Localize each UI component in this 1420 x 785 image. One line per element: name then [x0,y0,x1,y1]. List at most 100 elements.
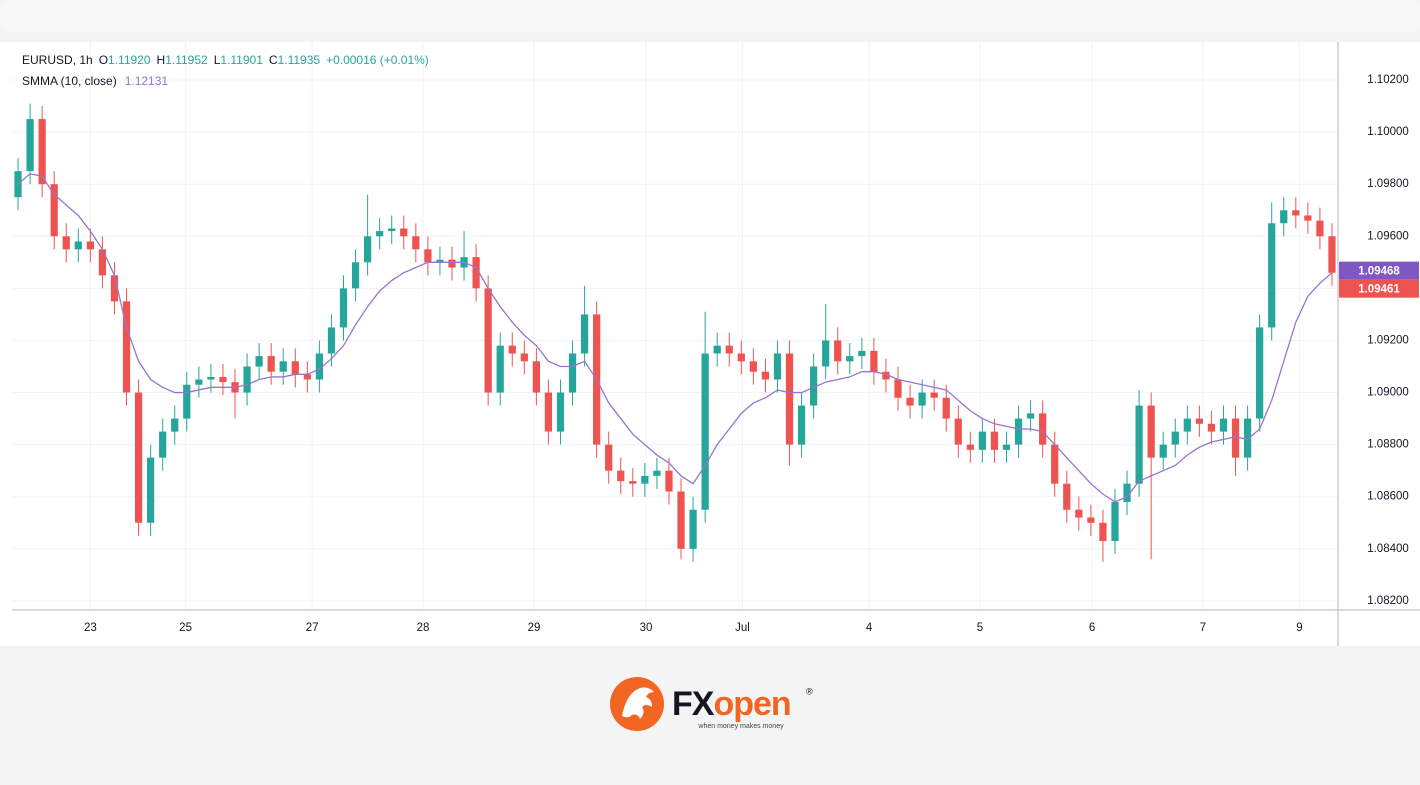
x-tick-label: 7 [1200,622,1206,634]
candle-body [797,405,806,445]
x-tick-label: 9 [1296,622,1302,634]
candle-body [954,418,962,445]
candle-body [122,301,131,393]
candle-body [1207,423,1216,432]
x-tick-label: 6 [1089,622,1095,634]
candle-body [822,340,830,367]
candle-body [1231,418,1240,458]
x-tick-label: 30 [640,622,653,634]
candle-body [134,392,143,523]
top-strip [0,0,1420,32]
ohlc: O1.11920 H1.11952 L1.11901 C1.11935 [99,53,321,67]
candle-body [605,444,613,471]
candle-body [1195,418,1203,424]
candle-body [1051,444,1059,484]
candle-body [255,356,263,367]
ohlc-key: C [269,53,278,67]
candle-body [1087,517,1095,523]
logo-open: open [713,685,790,723]
candle-body [785,353,794,445]
candle-body [339,288,348,328]
candle-body [219,376,227,383]
candle-body [207,376,215,380]
y-tick-label: 1.10200 [1367,74,1409,86]
candle-body [1219,418,1228,432]
candle-body [110,275,119,302]
candle-body [580,314,589,354]
candle-body [870,350,878,372]
candle-body [653,470,661,476]
x-tick-label: 5 [977,622,983,634]
candle-body [1147,405,1155,458]
logo-text: FXopen [672,685,791,723]
y-tick-label: 1.09800 [1367,178,1409,190]
candle-body [327,327,336,354]
y-tick-label: 1.08800 [1367,439,1409,451]
logo-registered: ® [806,686,813,696]
x-tick-label: 23 [84,622,97,634]
candle-body [303,374,311,380]
candle-body [74,241,82,250]
candle-body [930,392,938,398]
candle-body [484,288,492,393]
candle-body [990,431,999,450]
symbol: EURUSD, 1h [22,53,93,67]
candle-body [436,259,444,263]
y-tick-label: 1.08200 [1367,595,1409,607]
y-tick-label: 1.09600 [1367,230,1409,242]
candle-body [1292,210,1300,216]
candle-body [978,431,987,450]
candle-body [424,249,432,263]
indicator-header: SMMA (10, close) 1.12131 [22,74,168,88]
candle-body [846,356,854,362]
candle-body [773,353,782,380]
candle-body [1328,236,1336,273]
candle-body [761,371,770,380]
y-tick-label: 1.10000 [1367,126,1409,138]
candle-body [1159,444,1167,458]
candle-body [38,119,46,185]
candle-body [86,241,94,250]
candle-body [1075,509,1083,518]
ohlc-value: 1.11935 [278,53,321,67]
x-tick-label: 28 [417,622,430,634]
candle-body [1002,444,1011,450]
candle-body [1304,215,1312,221]
ohlc-key: O [99,53,108,67]
price-tag [1339,261,1419,280]
x-tick-label: 25 [179,622,192,634]
ohlc-value: 1.11901 [220,53,263,67]
candle-body [810,366,818,406]
candle-body [966,444,974,450]
candle-body [243,366,251,393]
candle-body [1256,327,1264,419]
candle-body [737,353,745,362]
ohlc-value: 1.11920 [108,53,151,67]
candle-body [641,475,649,484]
candle-body [1014,418,1023,445]
candle-body [906,397,914,406]
candle-body [1316,220,1324,237]
candle-body [1135,405,1143,484]
candle-body [544,392,553,432]
legend-header: EURUSD, 1h O1.11920 H1.11952 L1.11901 C1.119… [22,53,429,67]
plot-area: 1.08200 1.08400 1.08600 1.08800 1.09000 1.092… [12,42,1409,634]
candle-body [291,361,299,375]
candle-body [689,509,697,549]
ohlc-key: H [157,53,166,67]
logo-tagline: when money makes money [697,723,784,730]
ohlc-key: L [214,53,221,67]
candle-body [171,418,179,432]
candle-body [400,228,408,237]
y-tick-label: 1.08600 [1367,491,1409,503]
candle-body [496,345,504,393]
candle-body [147,457,155,523]
candle-body [568,353,577,393]
candle-body [183,384,191,419]
x-tick-label: 29 [528,622,541,634]
ohlc-value: 1.11952 [165,53,208,67]
smma-line [17,173,1333,503]
candle-body [1063,483,1071,510]
